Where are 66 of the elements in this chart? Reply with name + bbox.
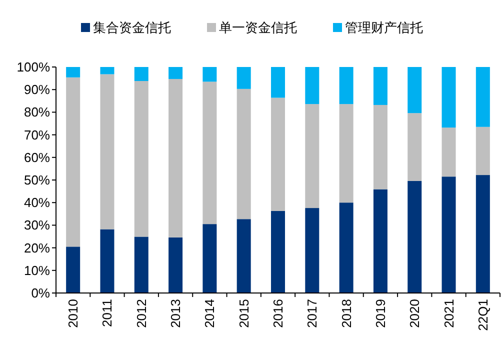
bar bbox=[373, 189, 388, 293]
y-tick-label: 50% bbox=[24, 172, 50, 188]
bar bbox=[236, 67, 251, 89]
bar bbox=[202, 224, 217, 293]
x-tick-label: 2018 bbox=[338, 299, 354, 328]
bar bbox=[202, 67, 217, 82]
bar bbox=[408, 113, 422, 181]
x-tick-label: 2017 bbox=[304, 299, 320, 328]
bar bbox=[271, 98, 285, 211]
y-tick-label: 60% bbox=[24, 150, 50, 165]
y-tick-label: 10% bbox=[24, 262, 50, 278]
bar bbox=[236, 88, 251, 220]
x-tick-label: 2016 bbox=[270, 299, 286, 328]
bar bbox=[442, 67, 456, 128]
bar bbox=[168, 78, 183, 238]
bar bbox=[339, 202, 354, 293]
bar bbox=[134, 236, 148, 293]
legend-label: 集合资金信托 bbox=[93, 20, 171, 35]
bar bbox=[442, 128, 456, 177]
bar bbox=[202, 82, 217, 224]
bar bbox=[66, 77, 80, 247]
bar bbox=[66, 67, 80, 78]
bar bbox=[408, 180, 422, 293]
bar bbox=[373, 104, 388, 190]
bar bbox=[66, 246, 80, 293]
legend-label: 单一资金信托 bbox=[219, 20, 297, 35]
y-tick-label: 100% bbox=[16, 60, 50, 74]
bar bbox=[305, 67, 320, 104]
bar bbox=[339, 67, 354, 104]
y-tick-label: 30% bbox=[24, 218, 50, 233]
x-tick-label: 2014 bbox=[202, 299, 218, 328]
bar bbox=[305, 208, 320, 293]
y-tick-label: 40% bbox=[24, 195, 50, 210]
bar bbox=[168, 237, 183, 293]
x-tick-label: 2012 bbox=[134, 299, 149, 328]
y-tick-label: 80% bbox=[24, 104, 50, 120]
y-tick-label: 70% bbox=[24, 127, 50, 142]
bar bbox=[134, 67, 148, 82]
x-tick-label: 2019 bbox=[372, 299, 388, 328]
x-tick-label: 2011 bbox=[100, 299, 115, 327]
bar bbox=[442, 176, 456, 293]
bar bbox=[476, 67, 490, 127]
x-tick-label: 2020 bbox=[407, 299, 422, 328]
bar bbox=[373, 67, 388, 105]
bar bbox=[339, 104, 354, 203]
bar bbox=[476, 126, 490, 176]
y-tick-label: 20% bbox=[24, 240, 50, 256]
bar bbox=[476, 175, 490, 293]
x-tick-label: 2010 bbox=[66, 299, 81, 328]
x-tick-label: 2015 bbox=[236, 299, 252, 328]
bar bbox=[305, 104, 320, 208]
y-tick-label: 90% bbox=[24, 82, 50, 98]
bar bbox=[100, 229, 114, 293]
bar bbox=[168, 67, 183, 79]
bar bbox=[134, 81, 148, 237]
x-tick-label: 2021 bbox=[441, 299, 456, 328]
bar bbox=[271, 67, 285, 98]
bar bbox=[271, 210, 285, 293]
bar bbox=[100, 67, 114, 74]
bar bbox=[408, 67, 422, 114]
legend-label: 管理财产信托 bbox=[345, 20, 423, 35]
bar bbox=[100, 74, 114, 230]
x-tick-label: 2013 bbox=[168, 299, 184, 328]
x-tick-label: 22Q1 bbox=[475, 299, 490, 331]
bar bbox=[236, 219, 251, 293]
y-tick-label: 0% bbox=[31, 286, 50, 300]
